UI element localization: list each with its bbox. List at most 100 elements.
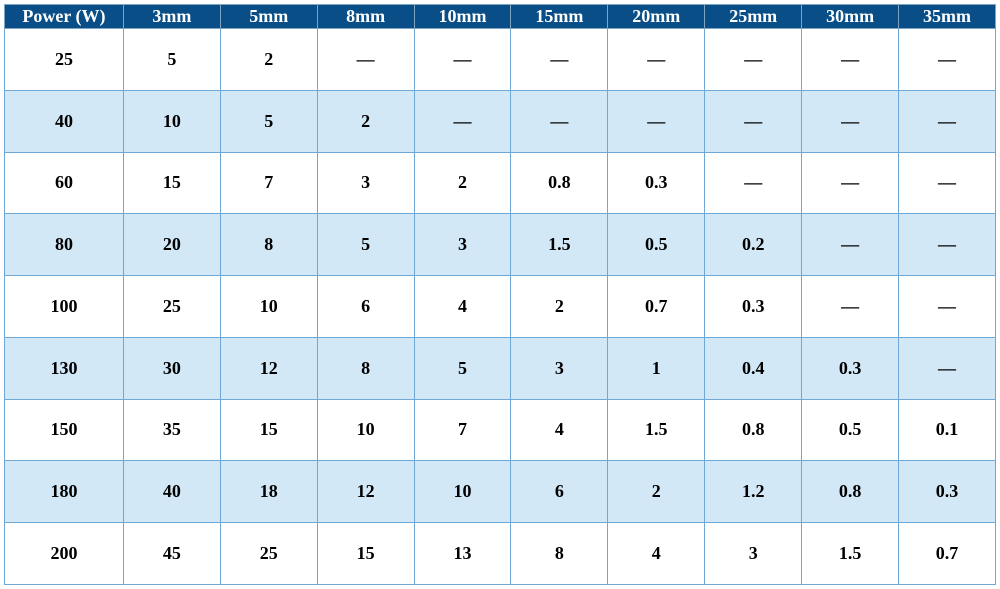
cell: 18	[220, 461, 317, 523]
cell: —	[899, 152, 996, 214]
cell: 0.3	[899, 461, 996, 523]
cell: 5	[317, 214, 414, 276]
cell: 0.4	[705, 337, 802, 399]
cell: 10	[123, 90, 220, 152]
col-header-25mm: 25mm	[705, 5, 802, 29]
cell: —	[802, 90, 899, 152]
col-header-power: Power (W)	[5, 5, 124, 29]
cell-power: 60	[5, 152, 124, 214]
cell: 10	[317, 399, 414, 461]
cell: 3	[511, 337, 608, 399]
col-header-35mm: 35mm	[899, 5, 996, 29]
cell: 2	[608, 461, 705, 523]
cell-power: 150	[5, 399, 124, 461]
cell: 0.8	[705, 399, 802, 461]
cell-power: 80	[5, 214, 124, 276]
table-body: 25 5 2 — — — — — — — 40 10 5 2 — — — — —…	[5, 29, 996, 585]
cell: —	[899, 214, 996, 276]
table-row: 150 35 15 10 7 4 1.5 0.8 0.5 0.1	[5, 399, 996, 461]
cell: 1.5	[802, 523, 899, 585]
cell-power: 100	[5, 276, 124, 338]
cell: 7	[414, 399, 511, 461]
cell: 3	[705, 523, 802, 585]
cell: 8	[511, 523, 608, 585]
cell: —	[899, 337, 996, 399]
cell: 15	[317, 523, 414, 585]
table-row: 200 45 25 15 13 8 4 3 1.5 0.7	[5, 523, 996, 585]
cell: 0.3	[802, 337, 899, 399]
cell: 30	[123, 337, 220, 399]
col-header-15mm: 15mm	[511, 5, 608, 29]
cell: 15	[220, 399, 317, 461]
cell: —	[608, 90, 705, 152]
cell: 25	[220, 523, 317, 585]
cell: 1.5	[608, 399, 705, 461]
cell: —	[705, 152, 802, 214]
col-header-10mm: 10mm	[414, 5, 511, 29]
cell-power: 40	[5, 90, 124, 152]
col-header-20mm: 20mm	[608, 5, 705, 29]
cell-power: 200	[5, 523, 124, 585]
cell: —	[899, 276, 996, 338]
cell: 0.7	[608, 276, 705, 338]
cell: 2	[511, 276, 608, 338]
cell: 5	[220, 90, 317, 152]
cell: 8	[317, 337, 414, 399]
cell: 15	[123, 152, 220, 214]
cell: 12	[317, 461, 414, 523]
cell: —	[317, 29, 414, 91]
cell: —	[899, 90, 996, 152]
cell: 6	[511, 461, 608, 523]
cell-power: 180	[5, 461, 124, 523]
cell: —	[414, 90, 511, 152]
cell: 12	[220, 337, 317, 399]
cell: 0.8	[802, 461, 899, 523]
cell: 20	[123, 214, 220, 276]
cell: 0.3	[705, 276, 802, 338]
cell: 0.8	[511, 152, 608, 214]
cell: 4	[414, 276, 511, 338]
table-row: 80 20 8 5 3 1.5 0.5 0.2 — —	[5, 214, 996, 276]
cell: 4	[608, 523, 705, 585]
cell: 2	[220, 29, 317, 91]
col-header-8mm: 8mm	[317, 5, 414, 29]
cell-power: 130	[5, 337, 124, 399]
cell: 0.5	[608, 214, 705, 276]
cell: 2	[414, 152, 511, 214]
cell: 1.2	[705, 461, 802, 523]
table-header: Power (W) 3mm 5mm 8mm 10mm 15mm 20mm 25m…	[5, 5, 996, 29]
cell: 0.1	[899, 399, 996, 461]
cell: 4	[511, 399, 608, 461]
cell: 25	[123, 276, 220, 338]
table-row: 100 25 10 6 4 2 0.7 0.3 — —	[5, 276, 996, 338]
cell: 10	[414, 461, 511, 523]
cell: —	[802, 152, 899, 214]
cell: 3	[414, 214, 511, 276]
cell: 13	[414, 523, 511, 585]
cell: —	[899, 29, 996, 91]
cell: 40	[123, 461, 220, 523]
cell: 0.5	[802, 399, 899, 461]
table-row: 40 10 5 2 — — — — — —	[5, 90, 996, 152]
cell: 6	[317, 276, 414, 338]
cell: —	[802, 214, 899, 276]
cell: 45	[123, 523, 220, 585]
cell: —	[511, 90, 608, 152]
cell: —	[802, 276, 899, 338]
cell: —	[608, 29, 705, 91]
cell: —	[802, 29, 899, 91]
cell: —	[414, 29, 511, 91]
cell: 1	[608, 337, 705, 399]
cell: 5	[123, 29, 220, 91]
cell: 1.5	[511, 214, 608, 276]
cell: 0.7	[899, 523, 996, 585]
cell: —	[705, 90, 802, 152]
header-row: Power (W) 3mm 5mm 8mm 10mm 15mm 20mm 25m…	[5, 5, 996, 29]
power-thickness-table: Power (W) 3mm 5mm 8mm 10mm 15mm 20mm 25m…	[4, 4, 996, 585]
cell: 0.2	[705, 214, 802, 276]
table-row: 130 30 12 8 5 3 1 0.4 0.3 —	[5, 337, 996, 399]
col-header-5mm: 5mm	[220, 5, 317, 29]
cell: 10	[220, 276, 317, 338]
cell-power: 25	[5, 29, 124, 91]
cell: 8	[220, 214, 317, 276]
